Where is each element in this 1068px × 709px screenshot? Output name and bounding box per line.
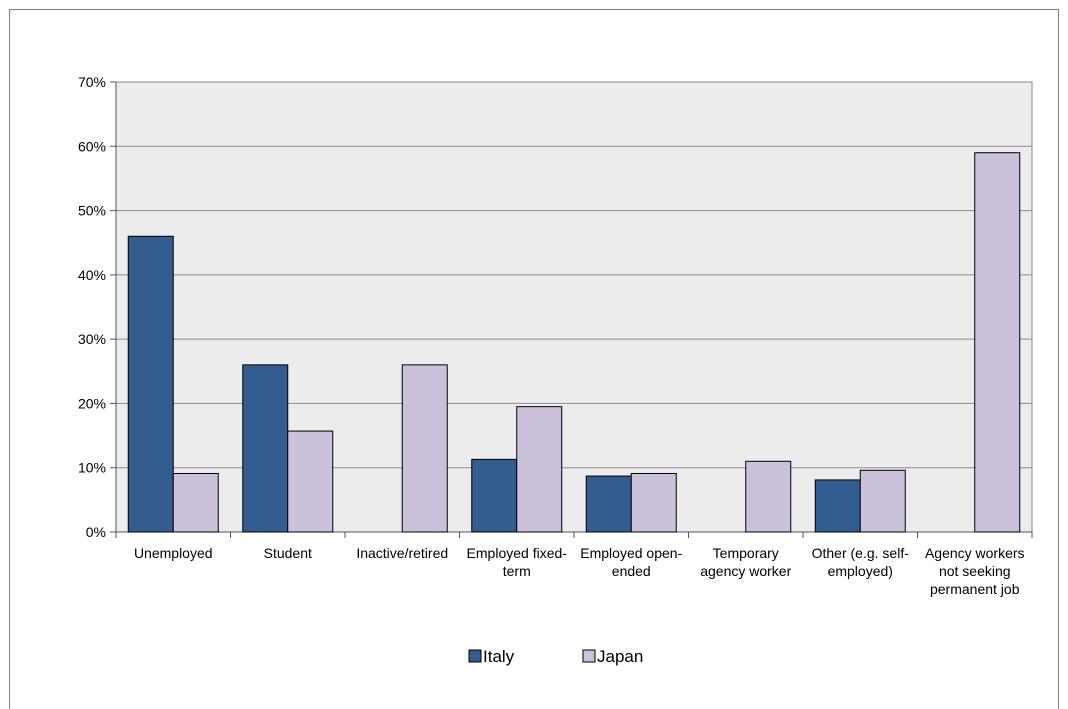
x-tick-label: not seeking — [939, 563, 1011, 579]
bar-japan — [516, 406, 563, 533]
x-tick-label: employed) — [828, 563, 893, 579]
legend-swatch-italy — [468, 649, 482, 663]
x-tick-label: Employed fixed- — [467, 545, 568, 561]
bar-japan — [287, 430, 334, 533]
bar-japan — [745, 460, 792, 533]
bar-japan — [974, 152, 1021, 533]
bar-italy — [127, 235, 174, 533]
x-tick-label: term — [503, 563, 531, 579]
y-tick-label: 60% — [78, 138, 106, 154]
y-tick-label: 0% — [86, 524, 106, 540]
x-tick-label: Unemployed — [134, 545, 213, 561]
x-tick-label: permanent job — [930, 581, 1020, 597]
y-tick-label: 70% — [78, 74, 106, 90]
bar-italy — [242, 364, 289, 533]
bar-japan — [172, 473, 219, 533]
x-tick-label: Inactive/retired — [356, 545, 448, 561]
legend-label-italy: Italy — [483, 647, 515, 666]
bar-italy — [585, 475, 632, 533]
y-tick-label: 10% — [78, 460, 106, 476]
legend-label-japan: Japan — [597, 647, 643, 666]
bar-japan — [630, 473, 677, 533]
x-tick-label: Student — [264, 545, 312, 561]
y-tick-label: 50% — [78, 203, 106, 219]
bar-japan — [401, 364, 448, 533]
y-tick-label: 20% — [78, 395, 106, 411]
y-tick-label: 30% — [78, 331, 106, 347]
bar-italy — [814, 479, 861, 533]
x-tick-label: Temporary — [713, 545, 779, 561]
bar-italy — [471, 458, 518, 533]
x-tick-label: Other (e.g. self- — [812, 545, 910, 561]
y-tick-label: 40% — [78, 267, 106, 283]
x-tick-label: ended — [612, 563, 651, 579]
bar-japan — [859, 469, 906, 533]
x-tick-label: agency worker — [700, 563, 791, 579]
legend-swatch-japan — [582, 649, 596, 663]
x-tick-label: Agency workers — [925, 545, 1025, 561]
x-tick-label: Employed open- — [580, 545, 682, 561]
